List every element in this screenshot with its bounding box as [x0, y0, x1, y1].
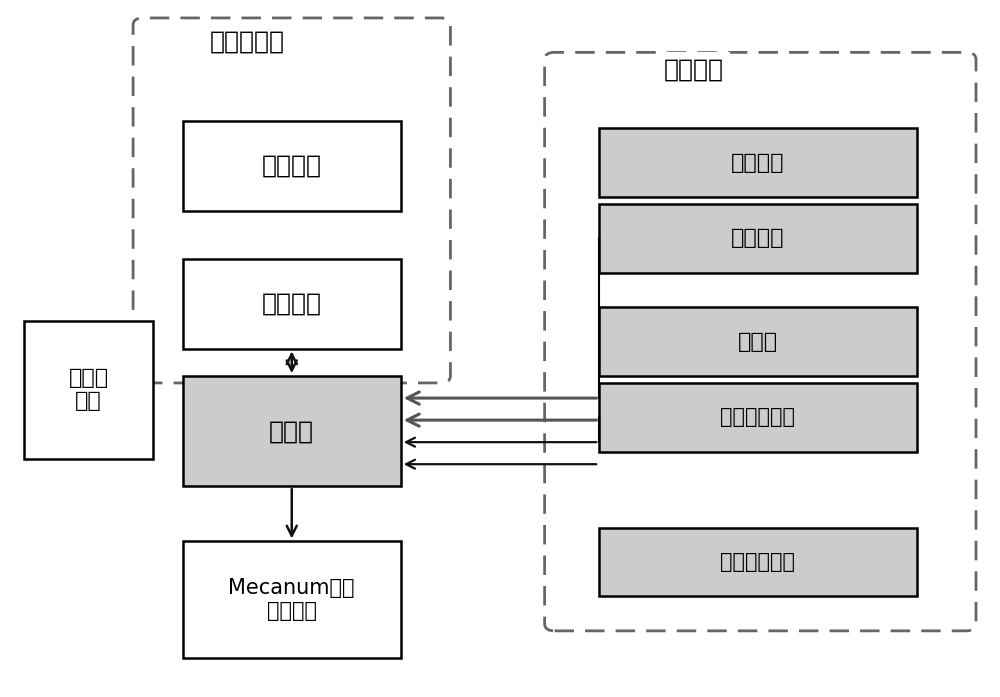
FancyBboxPatch shape: [599, 528, 916, 597]
Text: Mecanum轮式
运动模块: Mecanum轮式 运动模块: [228, 579, 355, 622]
FancyBboxPatch shape: [599, 383, 916, 452]
Text: 可交互模块: 可交互模块: [210, 30, 285, 54]
Text: 激光测距: 激光测距: [731, 229, 785, 248]
Text: 无线通信: 无线通信: [262, 292, 322, 316]
FancyBboxPatch shape: [24, 321, 153, 459]
FancyBboxPatch shape: [183, 259, 401, 348]
FancyBboxPatch shape: [599, 307, 916, 376]
FancyBboxPatch shape: [183, 376, 401, 487]
Text: 惯性测量单元: 惯性测量单元: [720, 407, 795, 427]
FancyBboxPatch shape: [183, 121, 401, 210]
FancyBboxPatch shape: [599, 204, 916, 273]
FancyBboxPatch shape: [183, 542, 401, 659]
Text: 机器人
本体: 机器人 本体: [68, 368, 109, 411]
Text: 手机终端: 手机终端: [262, 154, 322, 178]
FancyBboxPatch shape: [599, 128, 916, 197]
Text: 控制器: 控制器: [269, 419, 314, 443]
Text: 视觉感知: 视觉感知: [731, 153, 785, 173]
Text: 传感模块: 传感模块: [663, 58, 723, 82]
Text: 里程计: 里程计: [738, 332, 778, 351]
Text: 电源管理模块: 电源管理模块: [720, 552, 795, 572]
